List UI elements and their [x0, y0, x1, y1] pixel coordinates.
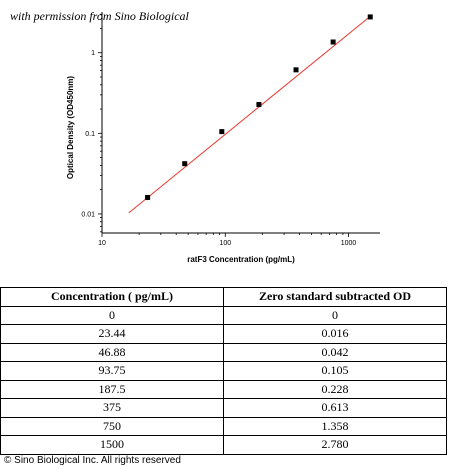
y-tick-label: 1: [91, 50, 95, 57]
table-row: 23.44 0.016: [0, 324, 447, 344]
column-header-od: Zero standard subtracted OD: [223, 287, 447, 307]
cell-concentration: 46.88: [0, 342, 224, 362]
cell-od: 2.780: [223, 435, 447, 455]
table-row: 750 1.358: [0, 416, 447, 436]
x-tick-label: 10: [98, 240, 106, 247]
x-tick-label: 1000: [341, 240, 357, 247]
cell-od: 0.016: [223, 324, 447, 344]
cell-concentration: 93.75: [0, 361, 224, 381]
data-point: [293, 67, 299, 73]
table-row: 93.75 0.105: [0, 361, 447, 381]
table-row: 187.5 0.228: [0, 379, 447, 399]
table-header-row: Concentration ( pg/mL) Zero standard sub…: [0, 287, 447, 307]
cell-od: 1.358: [223, 416, 447, 436]
cell-concentration: 187.5: [0, 379, 224, 399]
fit-line: [128, 14, 373, 214]
table-row: 46.88 0.042: [0, 342, 447, 362]
calibration-chart: 10 100 1000 0.01 0.1 1 ratF3 Concentration (pg…: [66, 12, 380, 264]
copyright-notice: © Sino Biological Inc. All rights reserv…: [4, 455, 181, 466]
data-point: [145, 194, 151, 200]
cell-od: 0.105: [223, 361, 447, 381]
cell-concentration: 375: [0, 398, 224, 418]
cell-od: 0: [223, 305, 447, 325]
data-point: [182, 161, 188, 167]
cell-od: 0.613: [223, 398, 447, 418]
data-point: [219, 129, 225, 135]
cell-od: 0.042: [223, 342, 447, 362]
cell-concentration: 750: [0, 416, 224, 436]
standard-curve-table: Concentration ( pg/mL) Zero standard sub…: [0, 287, 447, 455]
data-point: [256, 101, 262, 107]
table-row: 1500 2.780: [0, 435, 447, 455]
x-axis-title: ratF3 Concentration (pg/mL): [187, 255, 295, 264]
y-tick-label: 0.1: [85, 131, 95, 138]
permission-watermark: with permission from Sino Biological: [10, 9, 189, 23]
data-point: [330, 39, 336, 45]
column-header-concentration: Concentration ( pg/mL): [0, 287, 224, 307]
y-axis-title: Optical Density (OD450nm): [66, 76, 75, 179]
x-tick-label: 100: [219, 240, 231, 247]
cell-concentration: 23.44: [0, 324, 224, 344]
cell-concentration: 0: [0, 305, 224, 325]
y-tick-label: 0.01: [81, 211, 95, 218]
data-point: [367, 14, 373, 20]
cell-od: 0.228: [223, 379, 447, 399]
cell-concentration: 1500: [0, 435, 224, 455]
table-row: 375 0.613: [0, 398, 447, 418]
